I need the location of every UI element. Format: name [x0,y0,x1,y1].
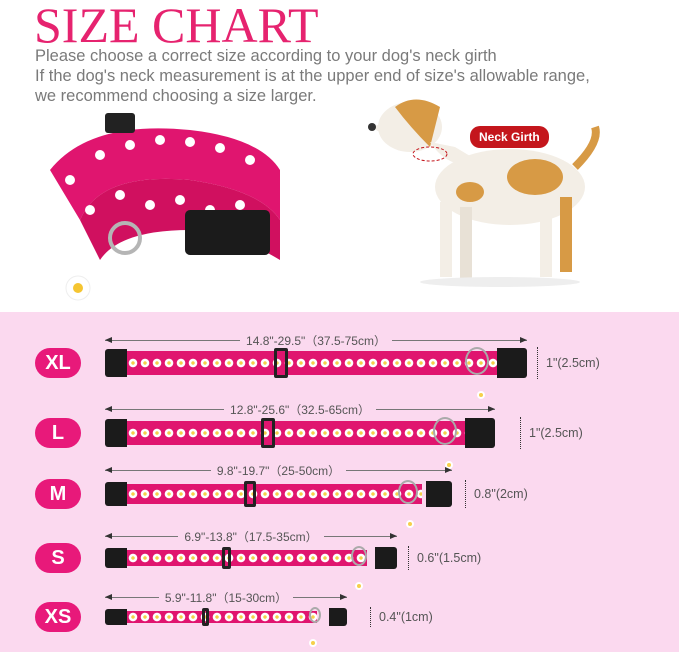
width-dimension: 0.4"(1cm) [370,607,433,627]
width-label: 0.4"(1cm) [379,610,433,624]
arrow-left-icon [105,532,179,539]
daisy-charm-icon [406,520,414,528]
intro-line-1: Please choose a correct size according t… [35,47,497,65]
width-label: 0.6"(1.5cm) [417,551,482,565]
width-label: 0.8"(2cm) [474,487,528,501]
arrow-right-icon [293,593,348,600]
arrow-left-icon [105,593,159,600]
collar-l [105,417,495,469]
arrow-left-icon [105,466,211,473]
intro-line-3: we recommend choosing a size larger. [35,87,317,105]
collar-xs [105,607,347,647]
length-dimension: 12.8"-25.6"（32.5-65cm） [105,402,496,417]
page-title: SIZE CHART [34,0,319,53]
length-dimension: 6.9"-13.8"（17.5-35cm） [105,529,398,544]
neck-girth-label: Neck Girth [470,126,549,148]
length-dimension: 5.9"-11.8"（15-30cm） [105,590,348,605]
width-dimension: 1"(2.5cm) [520,417,583,449]
dog-illustration [368,99,600,287]
arrow-left-icon [105,336,241,343]
size-badge-l: L [35,418,81,448]
collar-s [105,546,397,590]
arrow-right-icon [346,466,452,473]
size-badge-s: S [35,543,81,573]
collar-m [105,480,452,528]
daisy-charm-icon [477,391,485,399]
length-label: 5.9"-11.8"（15-30cm） [164,590,288,605]
width-label: 1"(2.5cm) [546,356,600,370]
size-badge-xs: XS [35,602,81,632]
length-dimension: 9.8"-19.7"（25-50cm） [105,463,452,478]
arrow-right-icon [323,532,398,539]
width-dimension: 0.6"(1.5cm) [408,546,481,570]
intro-line-2: If the dog's neck measurement is at the … [35,67,590,85]
length-label: 6.9"-13.8"（17.5-35cm） [184,529,318,544]
width-label: 1"(2.5cm) [529,426,583,440]
daisy-charm-icon [309,639,317,647]
size-badge-xl: XL [35,348,81,378]
collar-xl [105,347,527,399]
collar-product-image [50,113,280,301]
size-badge-m: M [35,479,81,509]
length-dimension: 14.8"-29.5"（37.5-75cm） [105,333,528,348]
daisy-charm-icon [355,582,363,590]
width-dimension: 0.8"(2cm) [465,480,528,508]
length-label: 12.8"-25.6"（32.5-65cm） [230,402,370,417]
width-dimension: 1"(2.5cm) [537,347,600,379]
length-label: 9.8"-19.7"（25-50cm） [216,463,341,478]
arrow-left-icon [105,405,225,412]
arrow-right-icon [375,405,496,412]
arrow-right-icon [391,336,528,343]
length-label: 14.8"-29.5"（37.5-75cm） [246,333,386,348]
